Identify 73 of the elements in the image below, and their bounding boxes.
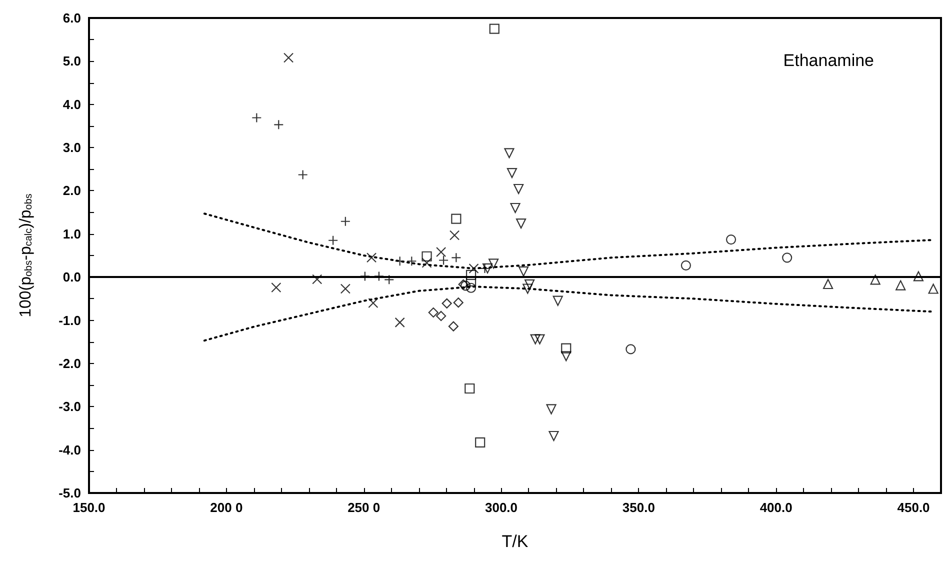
y-tick-label: 5.0 <box>62 54 81 69</box>
point <box>561 343 572 354</box>
x-tick-label: 250 0 <box>348 500 380 515</box>
x-tick-label: 350.0 <box>622 500 655 515</box>
point <box>510 202 520 214</box>
point <box>506 168 518 178</box>
y-tick-label: -5.0 <box>58 486 81 500</box>
annotation: Ethanamine <box>783 51 874 70</box>
point <box>464 383 475 394</box>
point <box>466 282 476 293</box>
point <box>448 321 458 332</box>
point <box>546 404 556 414</box>
point <box>340 284 350 294</box>
x-tick-label: 200 0 <box>210 500 243 515</box>
point <box>514 184 524 194</box>
y-tick-label: 2.0 <box>62 183 81 198</box>
point <box>312 274 322 284</box>
point <box>368 298 378 308</box>
point <box>782 252 792 263</box>
point <box>489 24 500 34</box>
point <box>460 280 471 291</box>
point <box>680 260 691 270</box>
y-tick-label: -2.0 <box>58 356 81 371</box>
x-tick-label: 450.0 <box>897 500 930 515</box>
point <box>561 351 572 362</box>
y-axis-title: 100(pobs-pcalc)/pobs <box>18 194 34 318</box>
point <box>451 214 462 224</box>
x-tick-label: 150.0 <box>72 500 106 515</box>
y-tick-label: -3.0 <box>58 399 81 414</box>
y-tick-label: 1.0 <box>62 226 81 242</box>
point <box>422 258 432 268</box>
point <box>428 307 438 318</box>
y-tick-label: -1.0 <box>58 312 81 328</box>
x-tick-label: 400.0 <box>760 500 792 515</box>
point <box>626 344 636 354</box>
point <box>449 230 460 240</box>
point <box>453 298 464 308</box>
point <box>436 246 446 258</box>
point <box>458 279 468 290</box>
point <box>822 278 834 290</box>
point <box>870 274 880 285</box>
point <box>913 271 924 282</box>
point <box>896 280 906 290</box>
y-tick-label: 6.0 <box>62 10 81 26</box>
point <box>283 52 294 63</box>
point <box>366 252 377 263</box>
point <box>394 317 405 328</box>
point <box>928 284 938 294</box>
point <box>524 279 535 290</box>
point <box>516 218 526 229</box>
point <box>518 266 529 277</box>
point <box>482 263 493 274</box>
x-axis-title: T/K <box>502 532 529 551</box>
point <box>422 251 432 262</box>
y-tick-label: 0.0 <box>62 270 81 285</box>
point <box>475 437 486 448</box>
point <box>534 334 545 344</box>
point <box>442 298 452 308</box>
point <box>552 296 563 306</box>
x-tick-label: 300.0 <box>484 500 518 515</box>
y-tick-label: 3.0 <box>62 140 81 156</box>
point <box>468 263 479 274</box>
point <box>504 148 514 158</box>
point <box>530 334 540 344</box>
y-tick-label: -4.0 <box>58 442 81 458</box>
point <box>466 270 476 280</box>
point <box>436 310 446 322</box>
point <box>488 258 499 269</box>
point <box>548 430 559 442</box>
point <box>522 284 533 294</box>
point <box>271 282 282 293</box>
y-tick-label: 4.0 <box>62 96 81 112</box>
point <box>726 234 736 245</box>
